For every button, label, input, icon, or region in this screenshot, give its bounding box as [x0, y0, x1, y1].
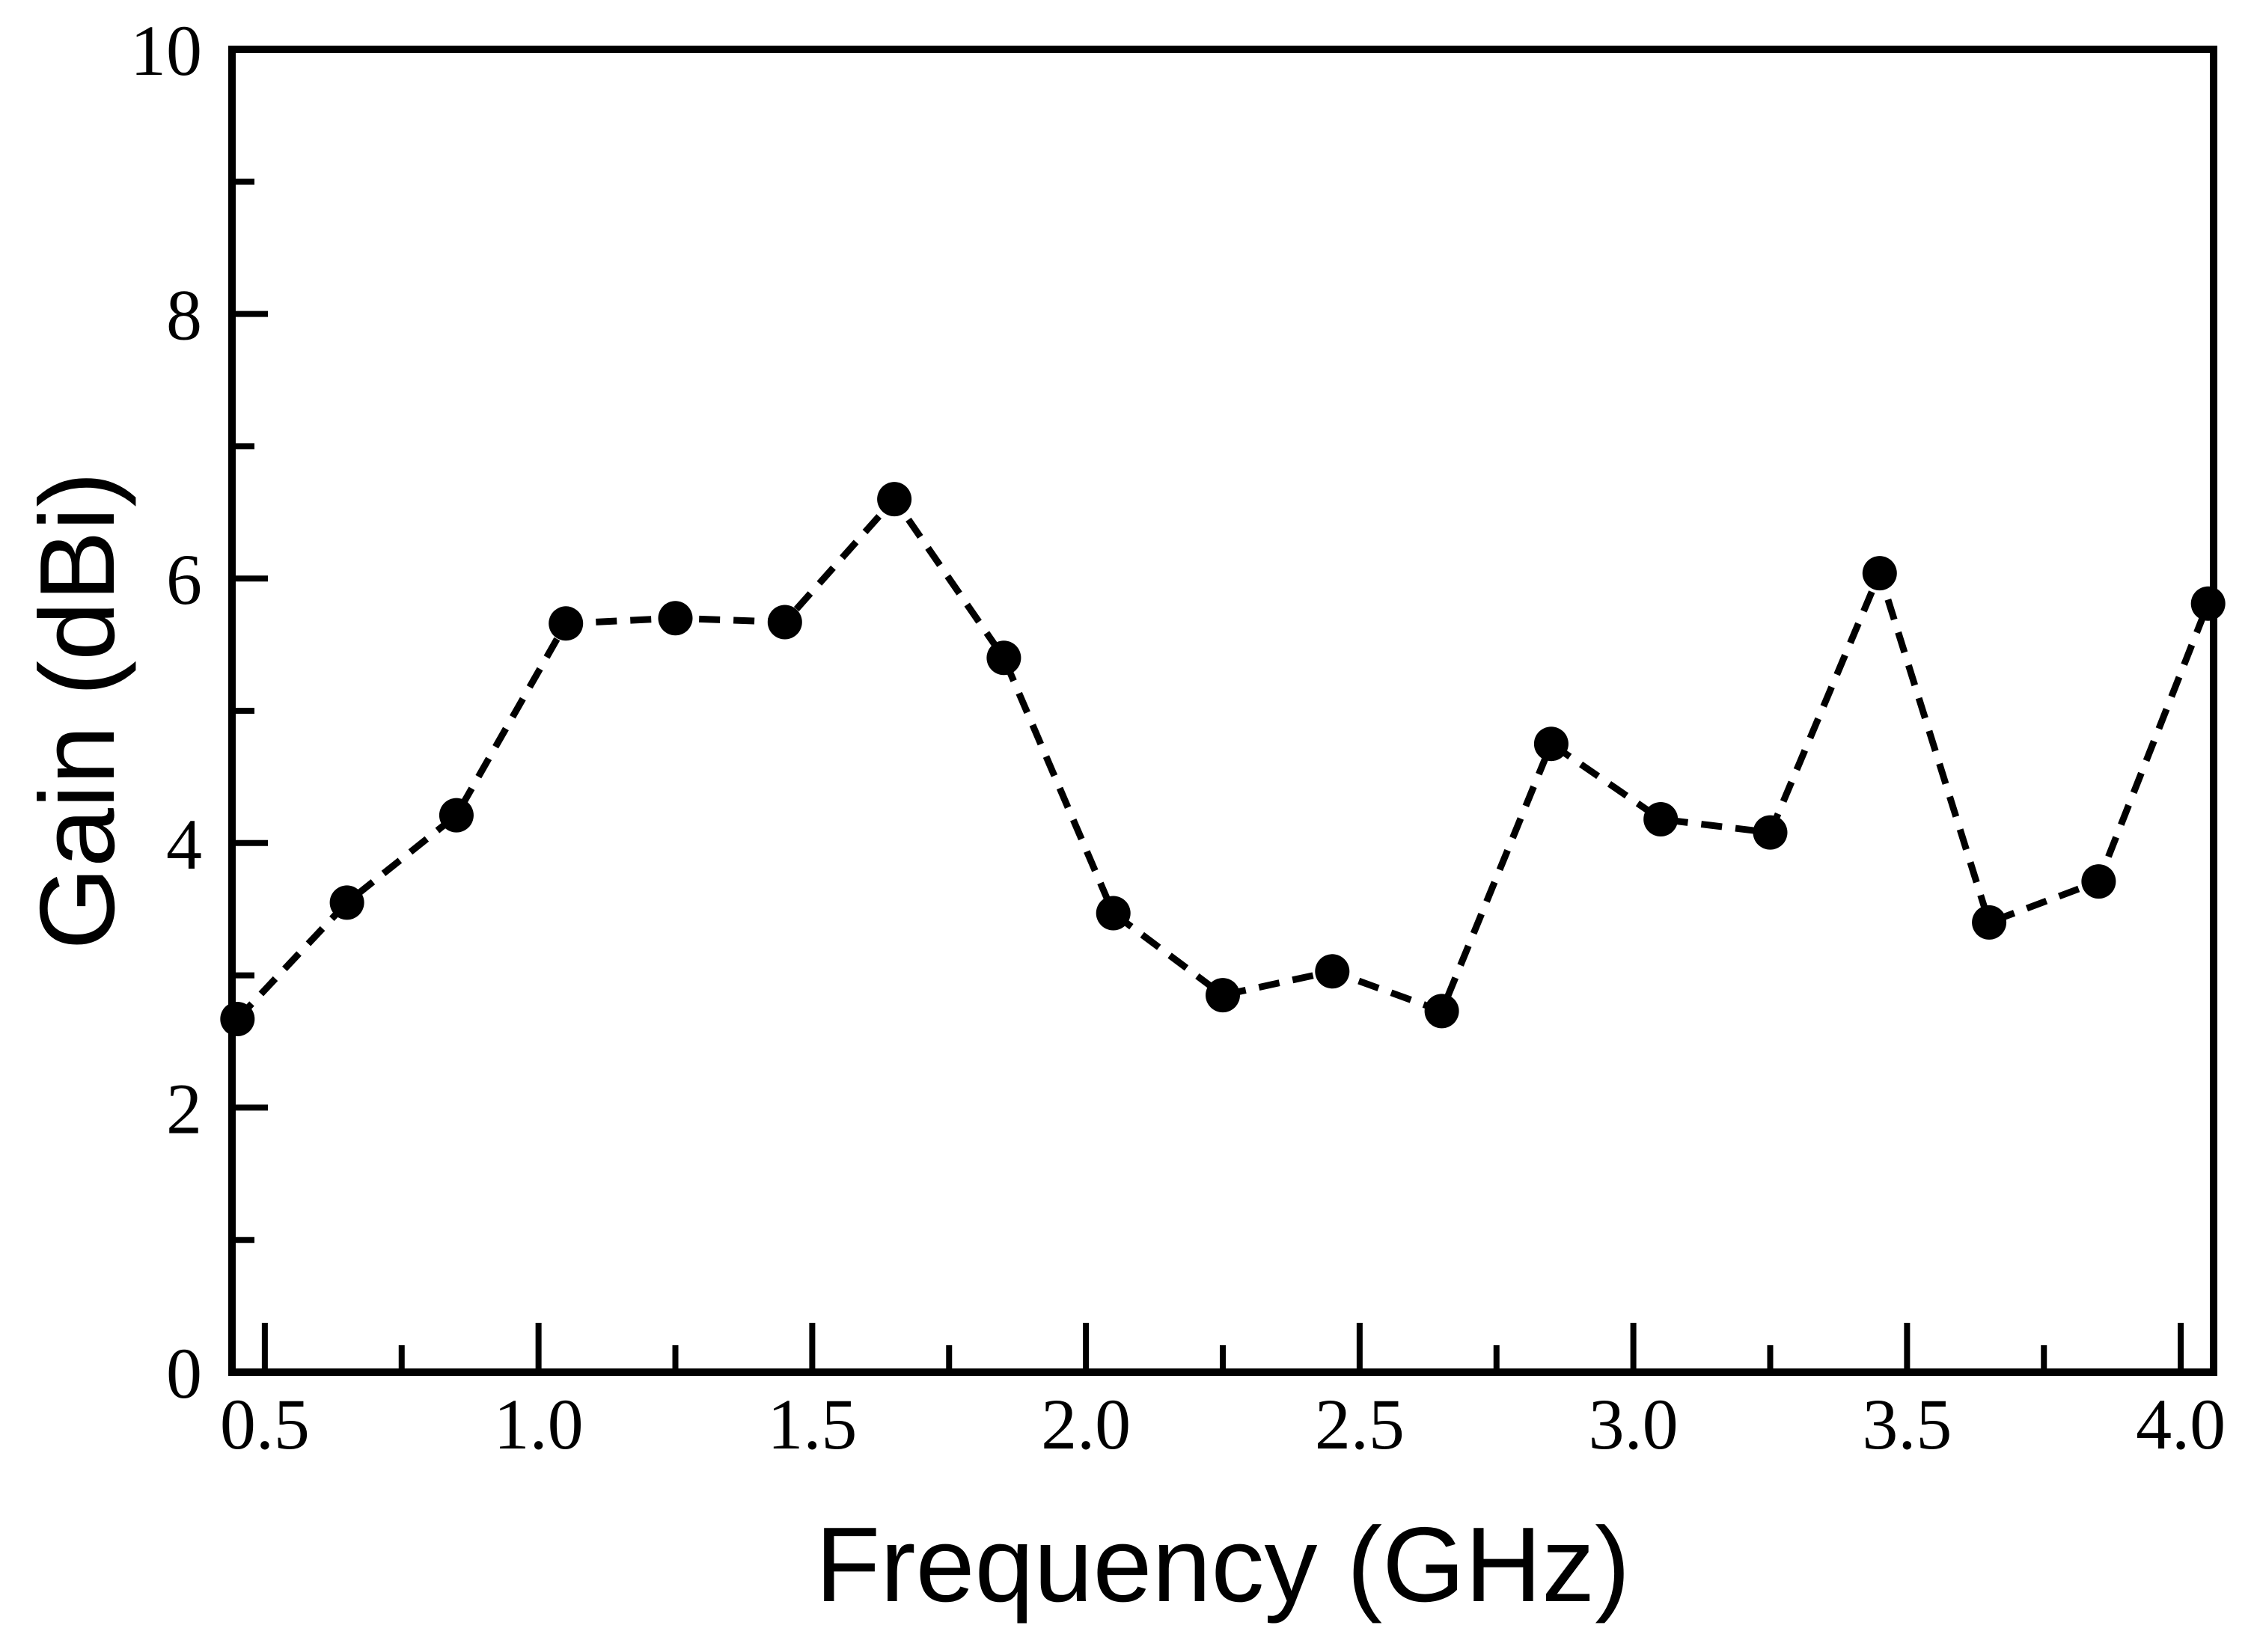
- plot-frame: [228, 46, 2217, 1376]
- series-line: [235, 493, 2211, 1021]
- data-point: [767, 605, 802, 640]
- data-point: [329, 885, 364, 920]
- data-point: [1862, 556, 1897, 591]
- data-point: [549, 606, 584, 641]
- x-tick-label: 3.0: [1589, 1384, 1679, 1464]
- y-tick-label: 8: [166, 275, 202, 355]
- x-tick-label: 1.0: [494, 1384, 584, 1464]
- data-point: [658, 601, 693, 636]
- data-point: [986, 640, 1021, 676]
- data-point: [1315, 954, 1350, 989]
- x-tick-labels: 0.5 1.0 1.5 2.0 2.5 3.0 3.5 4.0: [220, 1384, 2226, 1464]
- data-point: [1643, 801, 1679, 836]
- data-point: [1972, 905, 2007, 940]
- data-point: [1424, 994, 1459, 1029]
- y-tick-label: 0: [166, 1333, 202, 1413]
- x-tick-label: 2.0: [1041, 1384, 1131, 1464]
- data-point: [1096, 896, 1131, 931]
- y-tick-label: 6: [166, 539, 202, 620]
- data-point: [220, 1001, 255, 1036]
- data-point: [2081, 864, 2116, 899]
- x-tick-label: 4.0: [2136, 1384, 2226, 1464]
- data-point: [1753, 815, 1788, 850]
- series-group: [220, 482, 2226, 1036]
- x-tick-label: 1.5: [767, 1384, 857, 1464]
- x-tick-label: 2.5: [1315, 1384, 1405, 1464]
- data-point: [2190, 586, 2226, 621]
- data-point: [1206, 978, 1240, 1013]
- y-tick-label: 2: [166, 1068, 202, 1148]
- data-point: [1533, 726, 1569, 762]
- data-point: [439, 798, 474, 833]
- x-tick-label: 0.5: [220, 1384, 310, 1464]
- y-tick-labels: 0 2 4 6 8 10: [130, 10, 202, 1413]
- axis-ticks: [232, 46, 2184, 1375]
- data-point: [877, 482, 912, 517]
- x-axis-title: Frequency (GHz): [816, 1505, 1631, 1624]
- x-tick-label: 3.5: [1862, 1384, 1952, 1464]
- y-tick-label: 10: [130, 10, 202, 91]
- y-tick-label: 4: [166, 804, 202, 884]
- y-axis-title: Gain (dBi): [18, 471, 137, 949]
